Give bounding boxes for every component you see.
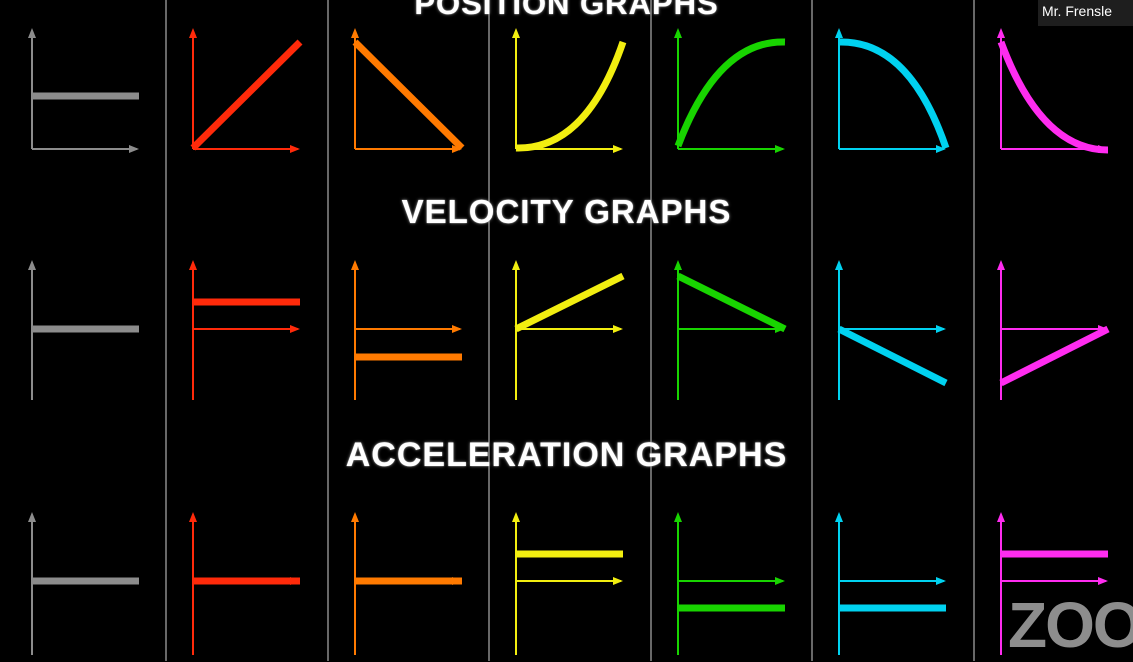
x-axis-arrowhead (613, 325, 623, 333)
position-curve (515, 40, 627, 152)
y-axis-arrowhead (351, 28, 359, 38)
position-curve (838, 38, 950, 150)
position-curve (190, 39, 303, 151)
y-axis-arrowhead (28, 512, 36, 522)
x-axis-arrowhead (452, 145, 462, 153)
x-axis-arrowhead (775, 577, 785, 585)
velocity-line (837, 325, 948, 387)
y-axis-arrowhead (512, 28, 520, 38)
velocity-line (514, 272, 625, 333)
x-axis-arrowhead (775, 145, 785, 153)
position-curve (352, 39, 465, 151)
acceleration-graphs-title: ACCELERATION GRAPHS (345, 436, 788, 474)
y-axis-arrowhead (674, 512, 682, 522)
y-axis-arrowhead (997, 28, 1005, 38)
x-axis-arrowhead (936, 577, 946, 585)
y-axis-arrowhead (512, 512, 520, 522)
participant-name-label: Mr. Frensle (1038, 0, 1133, 26)
position-curve (997, 40, 1109, 154)
x-axis-arrowhead (936, 145, 946, 153)
y-axis-arrowhead (674, 260, 682, 270)
y-axis-arrowhead (997, 512, 1005, 522)
x-axis-arrowhead (936, 325, 946, 333)
y-axis-arrowhead (351, 260, 359, 270)
x-axis-arrowhead (613, 577, 623, 585)
y-axis-arrowhead (997, 260, 1005, 270)
y-axis-arrowhead (28, 28, 36, 38)
x-axis-arrowhead (290, 325, 300, 333)
y-axis-arrowhead (351, 512, 359, 522)
y-axis-arrowhead (189, 512, 197, 522)
y-axis-arrowhead (835, 260, 843, 270)
y-axis-arrowhead (189, 28, 197, 38)
y-axis-arrowhead (835, 512, 843, 522)
y-axis-arrowhead (28, 260, 36, 270)
x-axis-arrowhead (452, 325, 462, 333)
x-axis-arrowhead (613, 145, 623, 153)
x-axis-arrowhead (129, 145, 139, 153)
y-axis-arrowhead (674, 28, 682, 38)
x-axis-arrowhead (290, 145, 300, 153)
velocity-line (676, 272, 787, 333)
position-graphs-title: POSITION GRAPHS (414, 0, 719, 21)
y-axis-arrowhead (512, 260, 520, 270)
y-axis-arrowhead (835, 28, 843, 38)
zoom-watermark: ZOO (1008, 589, 1133, 661)
position-curve (674, 38, 786, 148)
y-axis-arrowhead (189, 260, 197, 270)
x-axis-arrowhead (1098, 577, 1108, 585)
velocity-graphs-title: VELOCITY GRAPHS (401, 193, 732, 230)
velocity-line (999, 325, 1110, 387)
